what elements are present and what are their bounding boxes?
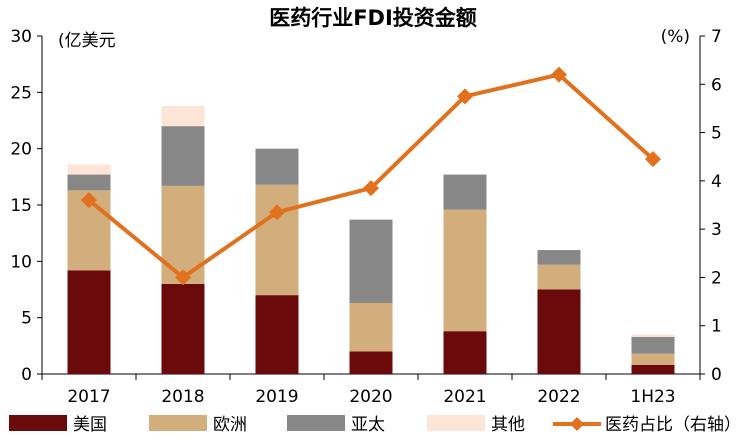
legend-label: 医药占比（右轴） bbox=[605, 415, 741, 435]
line-point-marker bbox=[645, 151, 661, 168]
line-point-marker bbox=[457, 88, 473, 105]
line-point-marker bbox=[551, 66, 567, 83]
line-point-marker bbox=[269, 204, 285, 221]
axes: 0 5 10 15 20 25 30 0 1 2 3 4 5 6 7 2017 2018 2019 2020 2021… bbox=[10, 27, 721, 407]
x-tick-label: 2019 bbox=[255, 387, 298, 407]
bar-segment bbox=[349, 219, 393, 304]
bar-segment bbox=[631, 364, 675, 374]
x-tick-label: 2021 bbox=[443, 387, 486, 407]
x-tick-label: 2022 bbox=[537, 387, 580, 407]
bar-segment bbox=[67, 270, 111, 374]
chart-title: 医药行业FDI投资金额 bbox=[269, 6, 477, 30]
right-tick-label: 7 bbox=[711, 27, 722, 47]
bar-segment bbox=[349, 303, 393, 352]
legend-swatch bbox=[287, 415, 345, 431]
right-tick-label: 2 bbox=[711, 268, 722, 288]
right-tick-label: 1 bbox=[711, 317, 722, 337]
legend-label: 亚太 bbox=[351, 415, 385, 435]
legend-label: 欧洲 bbox=[213, 415, 247, 435]
left-tick-label: 25 bbox=[10, 83, 32, 103]
bar-segment bbox=[255, 295, 299, 374]
bar-segment bbox=[161, 126, 205, 186]
bar-segment bbox=[631, 334, 675, 337]
line-point-marker bbox=[363, 180, 379, 197]
right-tick-label: 6 bbox=[711, 75, 722, 95]
line-point-marker bbox=[175, 269, 191, 286]
bar-segment bbox=[349, 351, 393, 374]
x-tick-label: 1H23 bbox=[630, 387, 675, 407]
left-axis-unit: (亿美元 bbox=[58, 31, 116, 51]
bar-segment bbox=[443, 174, 487, 210]
left-tick-label: 30 bbox=[10, 27, 32, 47]
stacked-bars bbox=[67, 105, 675, 374]
legend: 美国 欧洲 亚太 其他 医药占比（右轴） bbox=[9, 415, 741, 435]
left-tick-label: 5 bbox=[21, 309, 32, 329]
legend-swatch bbox=[9, 415, 67, 431]
bar-segment bbox=[443, 331, 487, 374]
left-tick-label: 10 bbox=[10, 252, 32, 272]
left-tick-label: 0 bbox=[21, 365, 32, 385]
pharma-share-line bbox=[81, 66, 661, 286]
right-tick-label: 0 bbox=[711, 365, 722, 385]
left-tick-label: 20 bbox=[10, 140, 32, 160]
legend-label: 美国 bbox=[73, 415, 107, 435]
bar-segment bbox=[537, 264, 581, 290]
right-tick-label: 4 bbox=[711, 172, 722, 192]
right-tick-label: 5 bbox=[711, 124, 722, 144]
bar-segment bbox=[161, 105, 205, 127]
left-tick-label: 15 bbox=[10, 196, 32, 216]
right-tick-label: 3 bbox=[711, 220, 722, 240]
legend-marker bbox=[570, 417, 584, 431]
bar-segment bbox=[67, 164, 111, 175]
bar-segment bbox=[631, 336, 675, 354]
legend-label: 其他 bbox=[491, 415, 525, 435]
bar-segment bbox=[255, 184, 299, 296]
legend-swatch bbox=[427, 415, 485, 431]
bar-segment bbox=[631, 353, 675, 365]
bar-segment bbox=[67, 174, 111, 191]
legend-swatch bbox=[149, 415, 207, 431]
bar-segment bbox=[161, 283, 205, 374]
line-point-marker bbox=[81, 192, 97, 209]
x-tick-label: 2020 bbox=[349, 387, 392, 407]
x-tick-label: 2018 bbox=[161, 387, 204, 407]
bar-segment bbox=[537, 289, 581, 374]
bar-segment bbox=[537, 250, 581, 265]
right-axis-unit: (%) bbox=[661, 27, 690, 47]
bar-segment bbox=[255, 148, 299, 185]
bar-segment bbox=[443, 209, 487, 332]
x-tick-label: 2017 bbox=[67, 387, 110, 407]
